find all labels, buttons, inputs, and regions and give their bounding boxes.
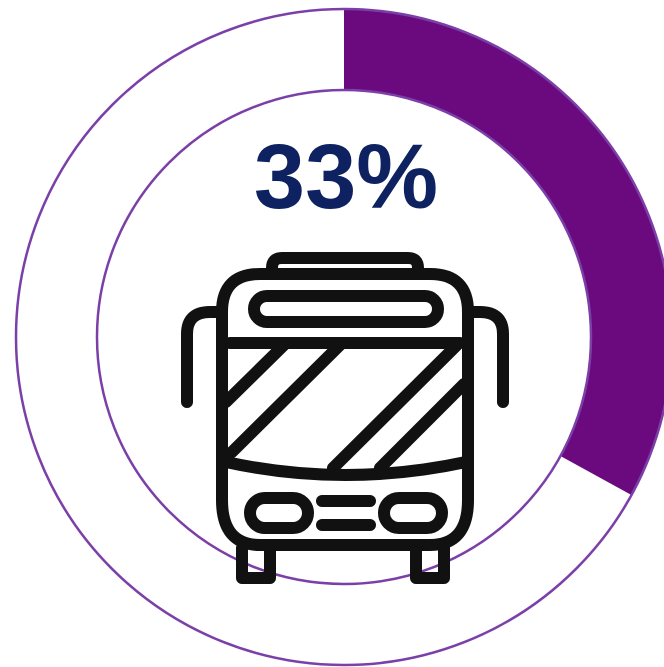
percentage-label: 33% (254, 126, 438, 228)
donut-inner-outline (95, 88, 593, 586)
bus-icon (181, 252, 509, 584)
donut-outer-outline (14, 7, 664, 667)
donut-value-segment (344, 9, 664, 496)
